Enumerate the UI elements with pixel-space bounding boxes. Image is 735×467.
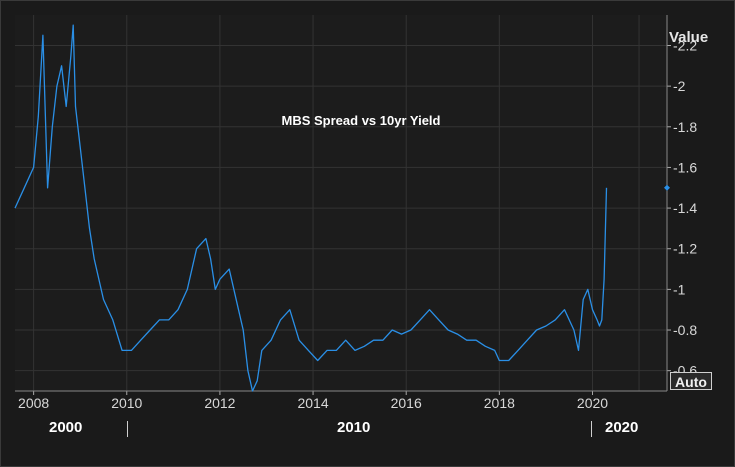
y-tick-label: -1.6 (673, 159, 697, 175)
x-tick-label: 2012 (204, 395, 235, 411)
y-tick-label: -1 (673, 281, 686, 297)
decade-label-2010: 2010 (337, 419, 371, 436)
y-tick-label: -1.2 (673, 241, 697, 257)
series-layer (14, 24, 670, 392)
x-tick-label: 2016 (391, 395, 422, 411)
x-axis: 2008 2010 2012 2014 2016 2018 2020 (15, 390, 667, 411)
decade-label-2000: 2000 (49, 419, 83, 436)
y-tick-label: -2.2 (673, 37, 697, 53)
grid-lines (15, 15, 667, 391)
x-tick-label: 2008 (18, 395, 49, 411)
last-value-marker (664, 184, 670, 191)
y-tick-label: -0.8 (673, 322, 697, 338)
plot-area (15, 15, 667, 391)
series-line (14, 24, 608, 392)
y-tick-label: -2 (673, 78, 686, 94)
y-unit-label: Value (669, 29, 709, 46)
x-tick-label: 2010 (111, 395, 142, 411)
decade-separator (591, 421, 592, 437)
decade-timeline[interactable]: 2000 2010 2020 (15, 411, 667, 451)
decade-separator (127, 421, 128, 437)
x-tick-label: 2014 (297, 395, 328, 411)
chart-title: MBS Spread vs 10yr Yield (282, 113, 441, 128)
auto-scale-button[interactable]: Auto (670, 372, 712, 390)
y-tick-label: -1.4 (673, 200, 697, 216)
y-tick-label: -1.8 (673, 119, 697, 135)
x-tick-label: 2018 (484, 395, 515, 411)
y-axis: -2.2-2-1.8-1.6-1.4-1.2-1-0.8-0.6 (666, 15, 697, 391)
x-tick-label: 2020 (577, 395, 608, 411)
decade-label-2020: 2020 (605, 419, 639, 436)
